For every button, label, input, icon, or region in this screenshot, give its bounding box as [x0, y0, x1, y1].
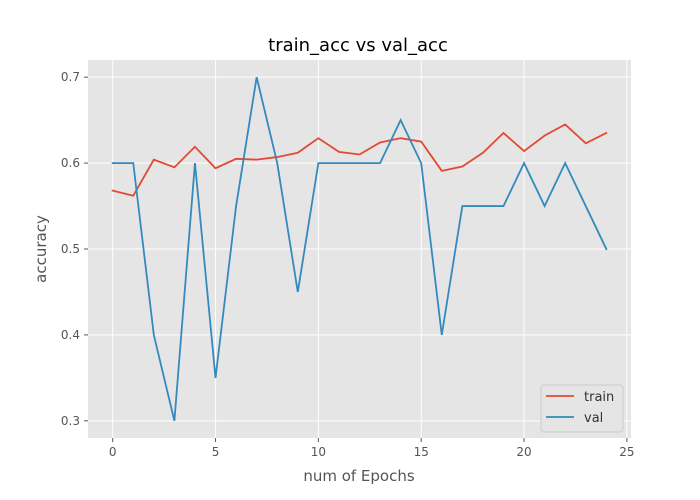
series-layer [111, 76, 608, 422]
x-axis-label: num of Epochs [303, 467, 415, 485]
x-tick-label: 10 [311, 445, 326, 459]
y-tick-label: 0.7 [61, 70, 80, 84]
y-tick-label: 0.4 [61, 328, 80, 342]
x-tick-label: 20 [516, 445, 531, 459]
y-tick-label: 0.6 [61, 156, 80, 170]
chart-title: train_acc vs val_acc [268, 35, 448, 56]
legend-label-train: train [584, 390, 614, 405]
x-tick-label: 5 [212, 445, 220, 459]
legend-label-val: val [584, 411, 603, 426]
y-tick-label: 0.5 [61, 242, 80, 256]
legend: train val [540, 384, 624, 433]
series-line-train [111, 123, 608, 197]
x-tick-label: 0 [109, 445, 117, 459]
axes: 0 5 10 15 20 25 0.3 0.4 0.5 0.6 0.7 [61, 70, 635, 459]
y-tick-label: 0.3 [61, 414, 80, 428]
x-tick-label: 25 [619, 445, 634, 459]
y-axis-label: accuracy [32, 215, 50, 283]
series-line-val [111, 76, 608, 422]
x-tick-label: 15 [414, 445, 429, 459]
